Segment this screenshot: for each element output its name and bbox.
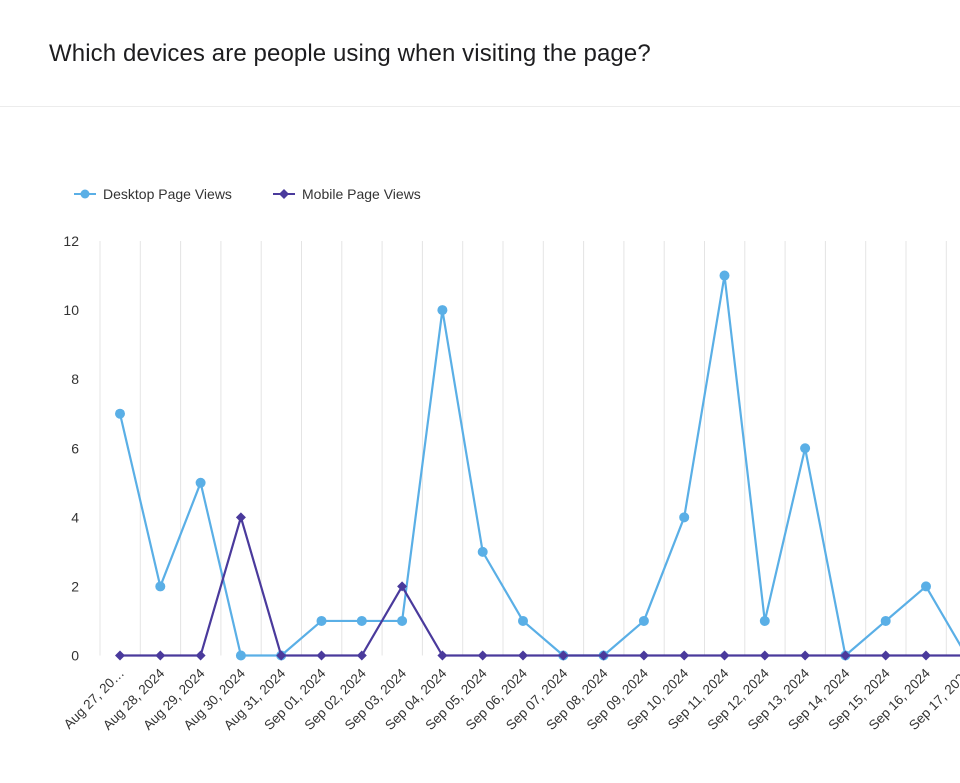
legend-label: Desktop Page Views: [103, 186, 232, 202]
data-point: [880, 650, 891, 661]
series-line: [120, 516, 960, 657]
y-tick-label: 10: [63, 302, 79, 318]
data-point: [356, 650, 367, 661]
data-point: [155, 650, 166, 661]
data-point: [759, 650, 770, 661]
data-point: [356, 615, 367, 626]
y-axis: 0 2 4 6 8 10 12: [63, 233, 79, 664]
data-point: [921, 650, 931, 661]
data-point: [638, 650, 649, 661]
data-point: [115, 408, 125, 419]
data-point: [558, 650, 569, 661]
legend-label: Mobile Page Views: [302, 186, 421, 202]
y-tick-label: 0: [71, 648, 79, 664]
data-point: [719, 270, 730, 281]
data-point: [759, 615, 770, 626]
data-point: [316, 615, 327, 626]
data-point: [477, 650, 488, 661]
data-point: [518, 615, 528, 626]
series-mobile-page-views: [115, 512, 960, 661]
data-point: [397, 615, 408, 626]
data-point: [719, 650, 730, 661]
data-point: [235, 512, 246, 523]
y-tick-label: 8: [71, 371, 79, 387]
data-point: [880, 615, 891, 626]
legend-item: Mobile Page Views: [273, 186, 421, 202]
legend-item: Desktop Page Views: [74, 186, 232, 202]
data-point: [477, 546, 488, 557]
page-title: Which devices are people using when visi…: [49, 40, 651, 67]
data-point: [155, 581, 166, 592]
data-point: [195, 477, 206, 488]
data-point: [598, 650, 609, 661]
chart-legend: Desktop Page Views Mobile Page Views: [74, 186, 421, 202]
data-point: [397, 581, 408, 592]
data-point: [800, 443, 811, 454]
data-point: [518, 650, 528, 661]
series-line: [118, 274, 960, 657]
chart-panel: Desktop Page Views Mobile Page Views 0 2 4 6 8…: [0, 107, 960, 778]
y-tick-label: 12: [63, 233, 79, 249]
chart-header: Which devices are people using when visi…: [0, 0, 960, 107]
line-chart: Desktop Page Views Mobile Page Views 0 2 4 6 8…: [61, 186, 960, 733]
legend-marker: [80, 189, 90, 199]
data-point: [679, 650, 690, 661]
data-point: [115, 650, 125, 661]
y-tick-label: 4: [71, 509, 79, 525]
data-point: [195, 650, 206, 661]
data-point: [276, 650, 287, 661]
data-point: [235, 650, 246, 661]
legend-marker: [279, 189, 289, 199]
series-desktop-page-views: [115, 270, 960, 661]
data-point: [679, 512, 690, 523]
data-point: [921, 581, 931, 592]
y-tick-label: 6: [71, 440, 79, 456]
data-point: [638, 615, 649, 626]
data-point: [437, 650, 448, 661]
data-point: [316, 650, 327, 661]
data-point: [437, 305, 448, 316]
data-point: [800, 650, 811, 661]
grid-lines: [99, 241, 947, 656]
data-point: [840, 650, 851, 661]
y-tick-label: 2: [71, 578, 79, 594]
